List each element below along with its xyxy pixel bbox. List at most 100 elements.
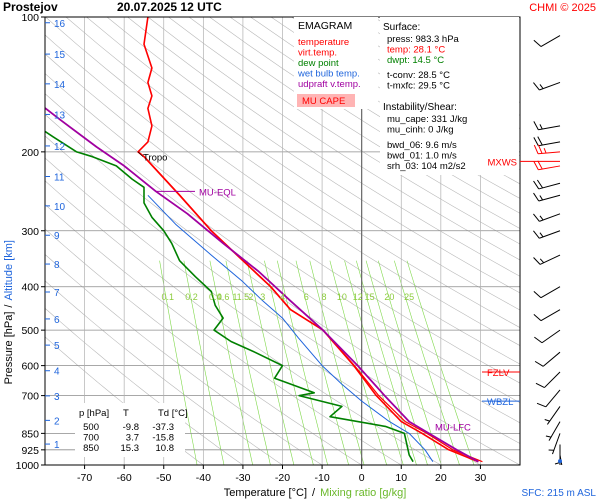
dry-adiabat-line [168, 17, 520, 245]
temperature-tick-label: -40 [196, 472, 211, 484]
dry-adiabat-line [209, 17, 520, 214]
shear-value: bwd_01: 1.0 m/s [387, 151, 457, 162]
wind-barbs [533, 35, 563, 465]
wind-barb-flag [533, 291, 542, 299]
temperature-tick-label: 30 [475, 472, 487, 484]
mixing-ratio-line [183, 260, 225, 465]
dry-adiabat-line [188, 17, 520, 229]
credit-text: CHMI © 2025 [529, 2, 596, 14]
mixing-ratio-label: 0.4 [209, 292, 222, 302]
wind-barb [554, 444, 561, 465]
dry-adiabat-line [65, 17, 520, 328]
pressure-tick-label: 300 [21, 226, 39, 238]
mixing-ratio-label: 25 [404, 292, 414, 302]
altitude-tick-label: 14 [54, 80, 66, 91]
mixing-ratio-line [225, 260, 271, 465]
table-cells: p [hPa] T Td [°C] 500 -9.8 -37.3 700 3.7 -15.8 85… [79, 408, 188, 454]
pressure-tick-label: 500 [21, 325, 39, 337]
wind-barb-flag [534, 336, 543, 344]
dry-adiabat-line [106, 17, 520, 294]
mixing-ratio-line [365, 260, 428, 465]
mixing-ratio-label: 0.6 [217, 292, 230, 302]
mixing-ratio-label: 12 [353, 292, 363, 302]
wind-barb-shaft [539, 81, 561, 91]
wind-barb-flag [533, 180, 540, 190]
wind-barb [533, 144, 561, 155]
temperature-tick-label: 20 [435, 472, 447, 484]
pressure-tick-label: 925 [21, 445, 39, 457]
wind-barb-flag [535, 382, 545, 388]
surface-value: press: 983.3 hPa [387, 34, 460, 45]
table-cell: 10.8 [156, 443, 175, 454]
dry-adiabat-line [45, 53, 520, 384]
dry-adiabat-line [45, 93, 520, 424]
dry-adiabat-line [45, 17, 520, 346]
wind-barb-half-flag [545, 435, 552, 438]
pressure-tick-labels: 100 200 300 400 500 600 700 850 925 1000 [16, 12, 45, 472]
wind-barb-shaft [539, 213, 561, 222]
wind-barb-half-flag [539, 232, 544, 238]
wind-barb-shaft [540, 286, 561, 299]
wind-barb-half-flag [539, 195, 544, 201]
table-header: T [123, 408, 129, 419]
level-table: p [hPa] T Td [°C] 500 -9.8 -37.3 700 3.7 -15.8 85… [75, 403, 188, 457]
mu-lfc-label: MU-LFC [435, 422, 471, 433]
temperature-tick-label: -30 [235, 472, 250, 484]
dry-adiabat-line [45, 73, 520, 404]
wind-barb-half-flag [539, 84, 544, 89]
wind-barb-shaft [539, 230, 561, 239]
table-cell: -9.8 [123, 422, 139, 433]
station-name: Prostejov [3, 0, 58, 14]
altitude-tick-label: 12 [54, 142, 66, 153]
wind-barb [533, 179, 561, 190]
mixing-ratio-label: 15 [365, 292, 375, 302]
wind-barb-flag [536, 402, 547, 408]
wind-barb [533, 121, 561, 131]
altitude-tick-label: 2 [54, 416, 60, 427]
temperature-tick-label: -10 [314, 472, 329, 484]
legend-item-label: dew point [298, 58, 339, 69]
mixing-ratio-line [394, 260, 460, 465]
wind-barb-flag [533, 230, 540, 239]
series-line-udpraft-v-temp- [45, 106, 479, 463]
temperature-tick-labels: -70 -60 -50 -40 -30 -20 -10 0 10 20 30 [77, 465, 486, 484]
wind-barb-shaft [540, 309, 561, 322]
legend-item-label: udpraft v.temp. [298, 79, 361, 90]
altitude-tick-label: 13 [54, 110, 66, 121]
wbzl-label: WBZL [487, 397, 513, 408]
wind-barb [548, 433, 561, 455]
temperature-tick-label: 10 [395, 472, 407, 484]
legend-item-label: wet bulb temp. [297, 69, 360, 80]
temperature-tick-label: -50 [156, 472, 171, 484]
wind-barb-shaft [542, 351, 561, 367]
mixing-ratio-line [246, 260, 295, 465]
wind-barb-flag [533, 213, 540, 222]
tropopause-marker [137, 151, 144, 157]
wind-barb [533, 35, 561, 47]
series-line-virt-temp- [138, 151, 483, 463]
profile-series [45, 17, 483, 463]
mu-eql-label: MU-EQL [199, 187, 236, 198]
altitude-tick-label: 11 [54, 172, 65, 183]
pressure-tick-label: 100 [21, 12, 39, 24]
wind-barb-flag [534, 360, 544, 367]
altitude-tick-label: 5 [54, 341, 60, 352]
mixing-ratio-label: 0.2 [185, 292, 198, 302]
altitude-tick-label: 3 [54, 392, 60, 403]
y-axis-label-pressure: Pressure [hPa]/Altitude [km] [3, 240, 15, 384]
shear-value: srh_03: 104 m2/s2 [387, 161, 466, 172]
altitude-tick-label: 16 [54, 19, 66, 30]
wind-barb-flag [533, 257, 541, 265]
table-cell: 3.7 [126, 433, 139, 444]
surface-elevation: SFC: 215 m ASL [522, 488, 597, 499]
wind-barb [535, 371, 561, 388]
temperature-tick-label: 0 [359, 472, 365, 484]
tropopause-label: Tropo [143, 153, 167, 164]
mixing-ratio-line [309, 260, 365, 465]
pressure-tick-label: 600 [21, 361, 39, 373]
pressure-tick-label: 1000 [16, 460, 40, 472]
table-background [75, 403, 185, 457]
instability-title: Instability/Shear: [383, 102, 457, 113]
